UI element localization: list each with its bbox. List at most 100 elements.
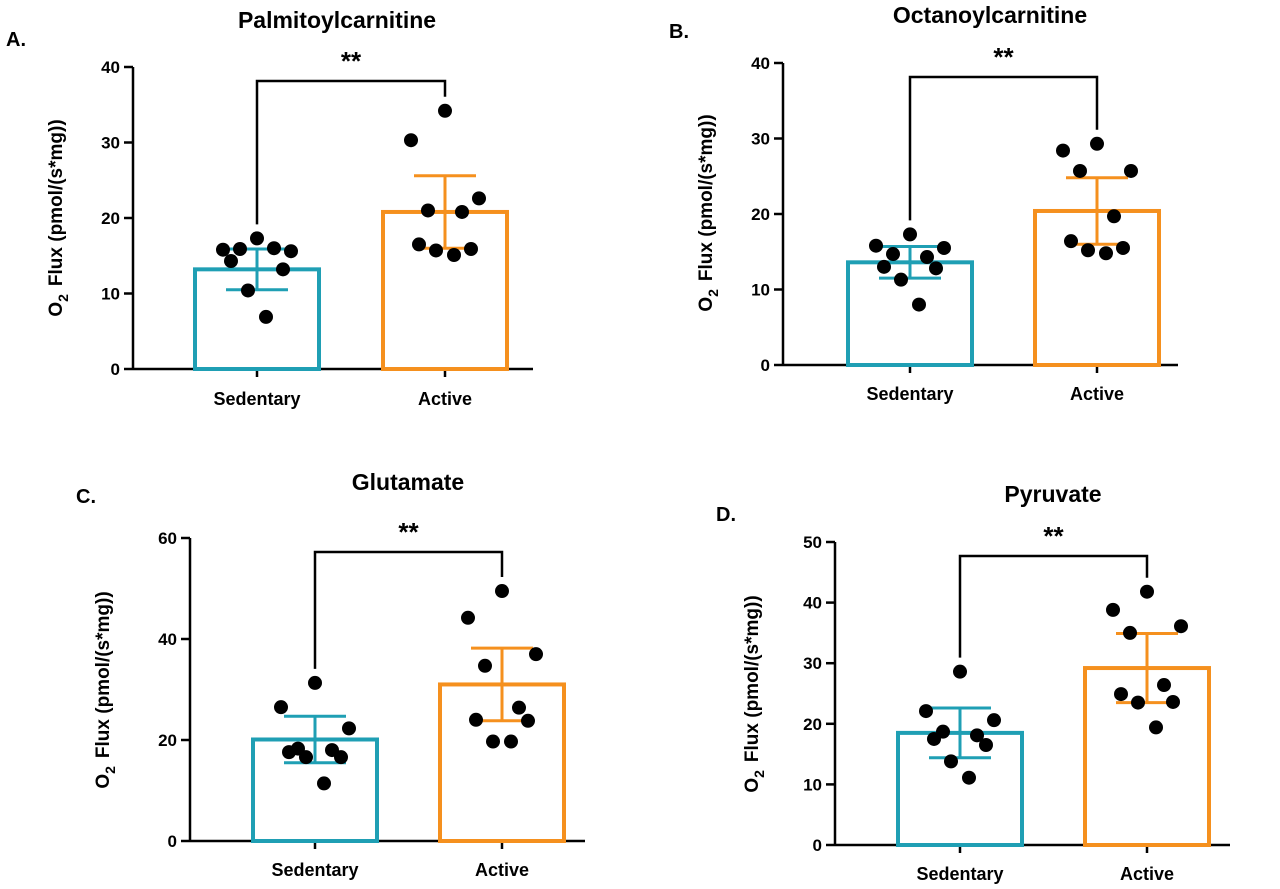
- data-point-active: [404, 133, 418, 148]
- data-point-sedentary: [979, 738, 993, 753]
- data-point-active: [1099, 246, 1113, 261]
- data-point-sedentary: [929, 261, 943, 276]
- data-point-active: [1081, 243, 1095, 258]
- data-point-sedentary: [241, 283, 255, 298]
- y-tick-label: 40: [101, 58, 120, 77]
- y-tick-label: 20: [751, 205, 770, 224]
- data-point-sedentary: [267, 241, 281, 256]
- chart-panel-1: A. Palmitoylcarnitine O2Flux (pmol/(s*mg))…: [6, 7, 533, 409]
- data-point-sedentary: [284, 244, 298, 259]
- data-point-active: [1124, 163, 1138, 178]
- data-point-sedentary: [944, 754, 958, 769]
- data-point-sedentary: [224, 254, 238, 269]
- data-point-sedentary: [216, 242, 230, 257]
- y-tick-label: 0: [168, 832, 177, 851]
- panel-letter: C.: [76, 486, 96, 508]
- data-point-sedentary: [912, 297, 926, 312]
- y-tick-label: 30: [751, 130, 770, 149]
- y-tick-label: 40: [803, 594, 822, 613]
- data-point-sedentary: [308, 675, 322, 690]
- data-point-sedentary: [937, 240, 951, 255]
- data-point-sedentary: [342, 721, 356, 736]
- y-tick-label: 20: [158, 731, 177, 750]
- chart-panel-3: C. Glutamate O2Flux (pmol/(s*mg)) 0 20 40 60 Se…: [76, 469, 585, 880]
- data-point-active: [1064, 234, 1078, 249]
- significance-label: **: [993, 42, 1014, 72]
- x-category-label: Active: [1120, 864, 1174, 884]
- data-point-active: [469, 712, 483, 727]
- data-point-sedentary: [276, 262, 290, 277]
- data-point-sedentary: [919, 704, 933, 719]
- data-point-sedentary: [987, 713, 1001, 728]
- data-point-active: [486, 734, 500, 749]
- panel-letter: A.: [6, 29, 26, 51]
- data-point-active: [421, 203, 435, 218]
- x-category-label: Active: [1070, 384, 1124, 404]
- data-point-active: [504, 734, 518, 749]
- chart-panel-4: D. Pyruvate O2Flux (pmol/(s*mg)) 0 10 20 30 40 5…: [716, 481, 1230, 884]
- data-point-sedentary: [299, 750, 313, 765]
- data-point-active: [1140, 584, 1154, 599]
- chart-title: Pyruvate: [1004, 481, 1101, 507]
- y-tick-label: 0: [813, 836, 822, 855]
- y-tick-label: 0: [111, 360, 120, 379]
- data-point-active: [1056, 143, 1070, 158]
- data-point-active: [1157, 678, 1171, 693]
- y-tick-label: 0: [761, 356, 770, 375]
- data-point-active: [464, 241, 478, 256]
- data-point-active: [495, 584, 509, 599]
- data-point-active: [461, 610, 475, 625]
- y-axis-label: O2Flux (pmol/(s*mg)): [46, 119, 71, 316]
- data-point-sedentary: [869, 238, 883, 253]
- data-point-active: [1106, 602, 1120, 617]
- chart-title: Octanoylcarnitine: [893, 2, 1087, 28]
- y-tick-label: 20: [803, 715, 822, 734]
- significance-bracket: [313, 550, 504, 669]
- data-point-sedentary: [282, 745, 296, 760]
- y-tick-label: 20: [101, 209, 120, 228]
- y-axis-label: O2Flux (pmol/(s*mg)): [742, 595, 767, 792]
- data-point-sedentary: [877, 259, 891, 274]
- significance-label: **: [398, 517, 419, 547]
- significance-label: **: [341, 46, 362, 76]
- x-category-label: Sedentary: [916, 864, 1003, 884]
- data-point-active: [429, 243, 443, 258]
- data-point-active: [455, 204, 469, 219]
- x-category-label: Sedentary: [271, 860, 358, 880]
- significance-bracket: [908, 75, 1099, 221]
- panel-letter: D.: [716, 504, 736, 526]
- data-point-active: [1073, 163, 1087, 178]
- data-point-sedentary: [274, 700, 288, 715]
- x-category-label: Active: [418, 389, 472, 409]
- data-point-active: [447, 247, 461, 262]
- data-point-active: [512, 700, 526, 715]
- y-tick-label: 60: [158, 529, 177, 548]
- data-point-active: [1149, 720, 1163, 735]
- data-point-sedentary: [894, 272, 908, 287]
- data-point-active: [1116, 240, 1130, 255]
- data-point-sedentary: [259, 309, 273, 324]
- data-point-sedentary: [953, 664, 967, 679]
- data-point-sedentary: [317, 776, 331, 791]
- data-point-active: [529, 647, 543, 662]
- panel-letter: B.: [669, 21, 689, 43]
- x-category-label: Active: [475, 860, 529, 880]
- data-point-sedentary: [250, 231, 264, 246]
- y-axis-label: O2Flux (pmol/(s*mg)): [696, 114, 721, 311]
- data-point-active: [521, 713, 535, 728]
- data-point-sedentary: [334, 750, 348, 765]
- data-point-active: [1166, 694, 1180, 709]
- chart-panel-2: B. Octanoylcarnitine O2Flux (pmol/(s*mg)) 0…: [669, 2, 1178, 404]
- y-axis-label: O2Flux (pmol/(s*mg)): [93, 591, 118, 788]
- data-point-sedentary: [927, 731, 941, 746]
- x-category-label: Sedentary: [213, 389, 300, 409]
- data-point-active: [478, 658, 492, 673]
- data-point-sedentary: [886, 247, 900, 262]
- data-point-active: [1131, 695, 1145, 710]
- significance-bracket: [255, 79, 447, 225]
- data-point-active: [472, 191, 486, 206]
- data-point-active: [1090, 136, 1104, 151]
- y-tick-label: 10: [751, 281, 770, 300]
- data-point-active: [1107, 209, 1121, 224]
- data-point-active: [1123, 625, 1137, 640]
